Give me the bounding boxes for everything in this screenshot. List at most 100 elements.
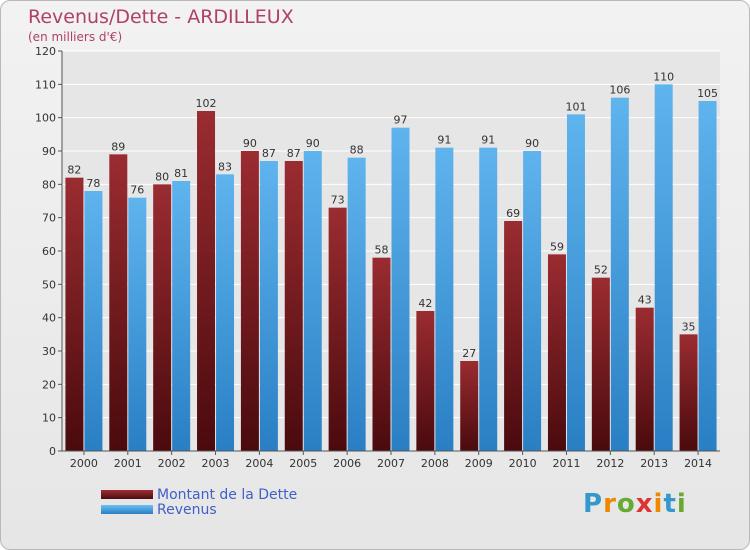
- bar-dette-value-label: 59: [550, 240, 564, 253]
- bar-dette-value-label: 73: [331, 194, 345, 207]
- x-tick-label: 2010: [509, 457, 537, 470]
- x-tick-label: 2013: [640, 457, 668, 470]
- bar-revenus: [654, 84, 673, 451]
- bar-revenus: [566, 114, 585, 451]
- bar-dette: [109, 154, 128, 452]
- y-tick-label: 120: [35, 45, 56, 58]
- chart-title: Revenus/Dette - ARDILLEUX: [28, 6, 294, 28]
- bar-revenus-value-label: 87: [262, 147, 276, 160]
- y-tick-label: 110: [35, 78, 56, 91]
- bar-dette-value-label: 58: [375, 244, 389, 257]
- bar-revenus-value-label: 110: [653, 70, 674, 83]
- bar-revenus-value-label: 76: [130, 184, 144, 197]
- bar-revenus: [479, 147, 498, 451]
- bar-dette-value-label: 69: [506, 207, 520, 220]
- y-tick-label: 40: [42, 312, 56, 325]
- x-tick-label: 2014: [684, 457, 712, 470]
- proxiti-logo: Proxiti: [583, 489, 687, 519]
- bar-dette: [460, 361, 479, 451]
- bar-revenus-value-label: 88: [350, 144, 364, 157]
- logo-letter: t: [663, 489, 677, 519]
- bar-revenus: [391, 127, 410, 452]
- bar-dette: [679, 334, 698, 451]
- x-tick-label: 2005: [289, 457, 317, 470]
- bar-revenus-value-label: 81: [174, 167, 188, 180]
- bar-revenus: [698, 101, 717, 451]
- bar-dette: [328, 207, 347, 451]
- y-tick-label: 60: [42, 245, 56, 258]
- bar-dette: [153, 184, 172, 452]
- bar-dette-value-label: 87: [287, 147, 301, 160]
- bar-revenus: [435, 147, 454, 451]
- bar-dette-value-label: 80: [155, 170, 169, 183]
- bar-dette-value-label: 102: [196, 97, 217, 110]
- bar-revenus: [303, 151, 322, 451]
- legend: Montant de la Dette Revenus: [101, 486, 298, 518]
- bar-dette-value-label: 52: [594, 264, 608, 277]
- bar-dette-value-label: 90: [243, 137, 257, 150]
- y-tick-label: 20: [42, 378, 56, 391]
- bar-revenus: [84, 191, 103, 451]
- bar-dette: [240, 151, 259, 451]
- legend-item-revenus: Revenus: [101, 501, 297, 518]
- bar-revenus-value-label: 106: [609, 84, 630, 97]
- y-tick-label: 70: [42, 212, 56, 225]
- bar-dette: [504, 221, 523, 451]
- x-tick-label: 2001: [114, 457, 142, 470]
- y-tick-label: 90: [42, 145, 56, 158]
- bar-revenus: [259, 161, 278, 451]
- y-tick-label: 0: [49, 445, 56, 458]
- bar-dette: [284, 161, 303, 451]
- bar-revenus: [216, 174, 235, 452]
- bar-revenus-value-label: 97: [394, 114, 408, 127]
- bar-dette: [547, 254, 566, 451]
- bar-revenus-value-label: 91: [437, 134, 451, 147]
- logo-letter: r: [603, 489, 617, 519]
- bar-dette: [372, 257, 391, 451]
- logo-letter: i: [676, 489, 687, 519]
- chart-subtitle: (en milliers d'€): [28, 30, 123, 44]
- x-tick-label: 2004: [245, 457, 273, 470]
- bar-dette: [416, 311, 435, 451]
- bar-revenus-value-label: 101: [565, 100, 586, 113]
- bar-revenus-value-label: 90: [306, 137, 320, 150]
- x-tick-label: 2008: [421, 457, 449, 470]
- x-tick-label: 2003: [202, 457, 230, 470]
- legend-swatch-revenus: [101, 505, 153, 514]
- legend-item-dette: Montant de la Dette: [101, 486, 298, 503]
- bar-dette-value-label: 43: [638, 294, 652, 307]
- logo-letter: i: [653, 489, 664, 519]
- bar-dette: [197, 111, 216, 451]
- legend-swatch-dette: [101, 490, 153, 499]
- x-tick-label: 2000: [70, 457, 98, 470]
- bar-revenus: [610, 97, 629, 452]
- bar-dette-value-label: 89: [111, 140, 125, 153]
- x-tick-label: 2006: [333, 457, 361, 470]
- x-tick-label: 2002: [158, 457, 186, 470]
- bar-dette-value-label: 35: [682, 320, 696, 333]
- bar-dette-value-label: 82: [67, 164, 81, 177]
- bar-revenus: [128, 197, 147, 451]
- y-tick-label: 80: [42, 178, 56, 191]
- y-tick-label: 50: [42, 278, 56, 291]
- logo-letter: o: [616, 489, 636, 519]
- bar-revenus: [172, 181, 191, 451]
- bar-revenus-value-label: 91: [481, 134, 495, 147]
- y-tick-label: 100: [35, 112, 56, 125]
- bar-dette-value-label: 42: [418, 297, 432, 310]
- legend-label-revenus: Revenus: [157, 501, 217, 518]
- x-tick-label: 2012: [596, 457, 624, 470]
- x-tick-label: 2011: [552, 457, 580, 470]
- bar-revenus-value-label: 78: [86, 177, 100, 190]
- bar-dette: [635, 307, 654, 451]
- bar-revenus-value-label: 83: [218, 160, 232, 173]
- logo-letter: x: [635, 489, 654, 519]
- bar-revenus-value-label: 90: [525, 137, 539, 150]
- logo-letter: P: [583, 489, 604, 519]
- bar-revenus-value-label: 105: [697, 87, 718, 100]
- x-tick-label: 2009: [465, 457, 493, 470]
- bar-revenus: [523, 151, 542, 451]
- x-tick-label: 2007: [377, 457, 405, 470]
- bar-dette: [65, 177, 84, 451]
- legend-label-dette: Montant de la Dette: [157, 486, 298, 503]
